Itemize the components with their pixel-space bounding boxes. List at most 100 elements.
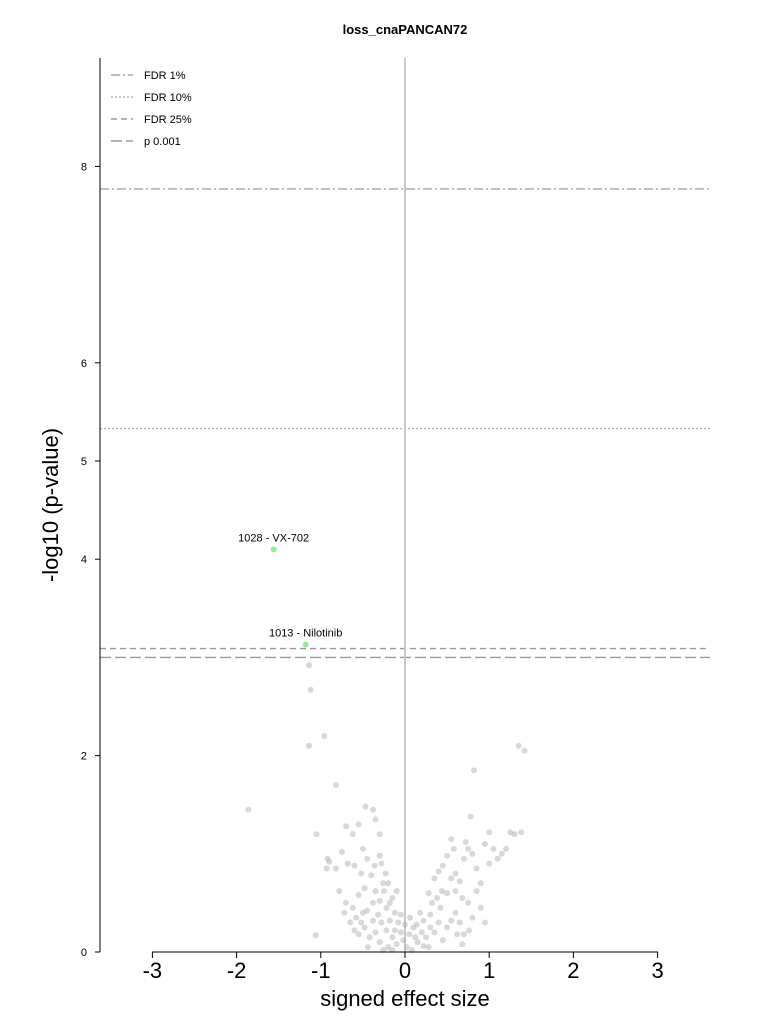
data-point xyxy=(355,892,362,899)
data-point xyxy=(456,878,463,885)
data-point xyxy=(494,855,501,862)
x-tick-label: -1 xyxy=(311,958,331,983)
data-point xyxy=(454,931,461,938)
data-point xyxy=(385,880,392,887)
data-point xyxy=(439,888,446,895)
data-point xyxy=(393,888,400,895)
highlight-label-1: 1013 - Nilotinib xyxy=(269,628,342,640)
data-point xyxy=(358,870,365,877)
x-tick-label: 1 xyxy=(483,958,495,983)
data-point xyxy=(428,899,435,906)
data-point xyxy=(358,919,365,926)
data-point xyxy=(456,919,463,926)
data-point xyxy=(376,831,383,838)
data-point xyxy=(397,929,404,936)
data-point xyxy=(418,929,425,936)
data-point xyxy=(324,855,331,862)
data-point xyxy=(420,943,427,950)
data-point xyxy=(378,919,385,926)
data-point xyxy=(435,919,442,926)
data-point xyxy=(437,904,444,911)
data-point xyxy=(402,921,408,928)
data-point xyxy=(420,917,427,924)
scatter-points xyxy=(245,662,528,954)
data-point xyxy=(313,831,320,838)
data-point xyxy=(336,888,343,895)
data-point xyxy=(380,888,387,895)
data-point xyxy=(465,845,472,852)
data-point xyxy=(452,888,459,895)
data-point xyxy=(473,865,480,872)
data-point xyxy=(459,941,466,948)
data-point xyxy=(417,909,424,916)
data-point xyxy=(364,855,371,862)
y-tick-label: 4 xyxy=(81,554,87,566)
data-point xyxy=(412,934,419,941)
data-point xyxy=(403,944,410,951)
data-point xyxy=(372,929,379,936)
legend-label-1: FDR 10% xyxy=(144,92,192,104)
data-point xyxy=(507,829,514,836)
data-point xyxy=(371,862,378,869)
data-point xyxy=(427,924,434,931)
data-point xyxy=(376,897,383,904)
data-point xyxy=(444,890,451,897)
data-point xyxy=(386,917,393,924)
data-point xyxy=(349,904,356,911)
data-point xyxy=(347,919,354,926)
data-point xyxy=(477,904,484,911)
data-point xyxy=(362,803,369,810)
data-point xyxy=(368,872,375,879)
data-point xyxy=(469,850,476,857)
data-point xyxy=(511,831,518,838)
x-tick-label: 3 xyxy=(651,958,663,983)
data-point xyxy=(307,686,314,693)
data-point xyxy=(372,888,379,895)
data-point xyxy=(338,848,345,855)
data-point xyxy=(349,831,356,838)
data-point xyxy=(410,924,417,931)
data-point xyxy=(393,941,400,948)
data-point xyxy=(395,919,402,926)
data-point xyxy=(353,914,360,921)
data-point xyxy=(467,813,474,820)
data-point xyxy=(407,914,414,921)
data-point xyxy=(385,944,392,951)
data-point xyxy=(521,747,528,754)
data-point xyxy=(452,909,459,916)
data-point xyxy=(359,845,366,852)
data-point xyxy=(389,934,396,941)
data-point xyxy=(376,852,383,859)
data-point xyxy=(321,732,328,739)
data-point xyxy=(448,875,455,882)
data-point xyxy=(471,767,478,774)
data-point xyxy=(452,870,459,877)
data-point xyxy=(486,860,493,867)
data-point xyxy=(431,875,438,882)
data-point xyxy=(312,932,319,939)
data-point xyxy=(351,927,358,934)
data-point xyxy=(431,929,438,936)
data-point xyxy=(341,909,348,916)
data-point xyxy=(370,899,377,906)
data-point xyxy=(383,927,390,934)
legend-label-3: p 0.001 xyxy=(144,136,181,148)
y-tick-label: 2 xyxy=(81,751,87,763)
data-point xyxy=(439,862,446,869)
data-point xyxy=(359,909,366,916)
data-point xyxy=(364,944,371,951)
highlight-point-0 xyxy=(270,546,277,553)
data-point xyxy=(444,852,451,859)
highlight-label-0: 1028 - VX-702 xyxy=(238,532,309,544)
data-point xyxy=(375,911,382,918)
data-point xyxy=(306,742,313,749)
legend-label-0: FDR 1% xyxy=(144,70,186,82)
data-point xyxy=(469,914,476,921)
data-point xyxy=(481,840,488,847)
data-point xyxy=(427,911,434,918)
data-point xyxy=(465,927,472,934)
data-point xyxy=(351,862,358,869)
data-point xyxy=(515,742,522,749)
data-point xyxy=(383,904,390,911)
